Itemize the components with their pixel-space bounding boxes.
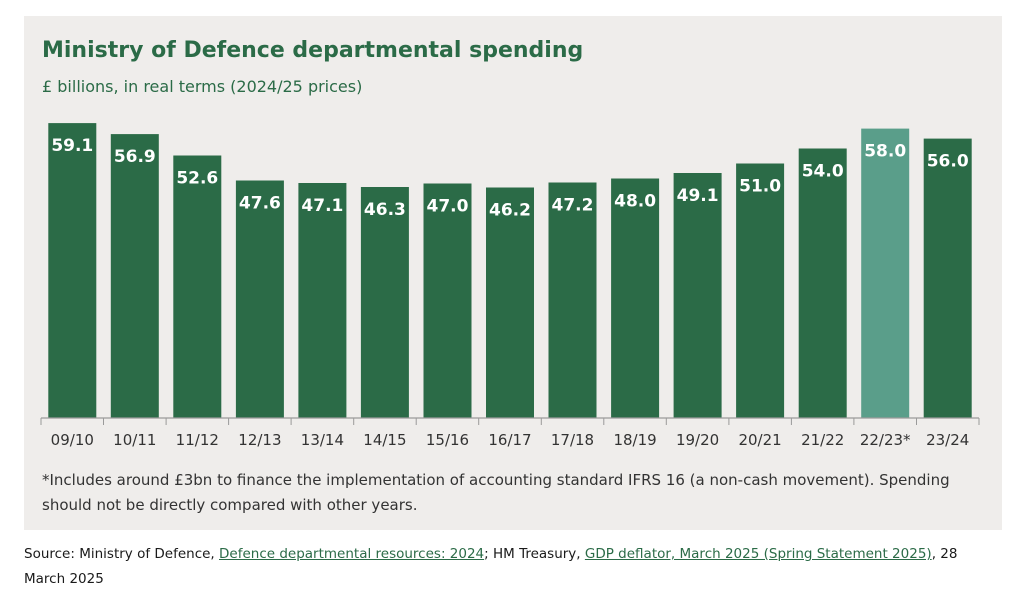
bar-value-label: 46.2 xyxy=(489,201,531,221)
bar-value-label: 48.0 xyxy=(614,192,656,212)
chart-subtitle: £ billions, in real terms (2024/25 price… xyxy=(42,77,363,96)
source-middle: ; HM Treasury, xyxy=(484,546,585,562)
bar-09-10 xyxy=(48,123,97,418)
bar-value-label: 56.9 xyxy=(114,147,156,167)
bar-value-label: 47.6 xyxy=(239,194,281,214)
x-tick-label: 17/18 xyxy=(551,431,594,449)
x-tick-label: 23/24 xyxy=(926,431,969,449)
chart-title: Ministry of Defence departmental spendin… xyxy=(42,38,584,63)
bar-16-17 xyxy=(486,187,534,418)
x-tick-label: 18/19 xyxy=(613,431,656,449)
source-prefix: Source: Ministry of Defence, xyxy=(24,546,219,562)
bar-value-label: 51.0 xyxy=(739,177,781,197)
bar-21-22 xyxy=(798,148,847,418)
x-tick-label: 09/10 xyxy=(51,431,94,449)
bar-18-19 xyxy=(611,178,660,418)
x-tick-label: 15/16 xyxy=(426,431,469,449)
x-tick-label: 10/11 xyxy=(113,431,156,449)
x-tick-label: 19/20 xyxy=(676,431,719,449)
bar-value-label: 59.1 xyxy=(51,136,93,156)
x-tick-label: 22/23* xyxy=(860,431,911,449)
bar-12-13 xyxy=(235,180,284,418)
x-tick-label: 20/21 xyxy=(738,431,781,449)
bar-value-label: 58.0 xyxy=(864,142,906,162)
x-tick-label: 12/13 xyxy=(238,431,281,449)
bar-17-18 xyxy=(548,182,597,418)
bar-15-16 xyxy=(423,183,472,418)
bar-14-15 xyxy=(360,187,409,418)
source-note: Source: Ministry of Defence, Defence dep… xyxy=(24,542,999,592)
source-link-gdp-deflator[interactable]: GDP deflator, March 2025 (Spring Stateme… xyxy=(584,546,932,562)
x-tick-label: 13/14 xyxy=(301,431,344,449)
chart-footnote: *Includes around £3bn to finance the imp… xyxy=(42,471,950,514)
bar-23-24 xyxy=(923,138,972,418)
bar-value-label: 56.0 xyxy=(927,152,969,172)
bar-20-21 xyxy=(736,163,785,418)
bar-value-label: 46.3 xyxy=(364,200,406,220)
bar-13-14 xyxy=(298,183,347,418)
x-tick-label: 11/12 xyxy=(176,431,219,449)
x-tick-label: 14/15 xyxy=(363,431,406,449)
chart-panel: Ministry of Defence departmental spendin… xyxy=(24,16,1002,530)
bar-19-20 xyxy=(673,173,722,418)
bar-10-11 xyxy=(110,134,159,418)
bar-value-label: 54.0 xyxy=(802,162,844,182)
bar-value-label: 52.6 xyxy=(176,169,218,189)
bar-value-label: 47.0 xyxy=(427,197,469,217)
bar-22-23- xyxy=(861,128,910,418)
bar-value-label: 49.1 xyxy=(677,186,719,206)
bar-chart: 59.1 09/10 56.9 10/11 52.6 11/12 47.6 12/13 47.1… xyxy=(40,123,980,449)
x-tick-label: 16/17 xyxy=(488,431,531,449)
source-suffix: , 28 March 2025 xyxy=(24,546,958,587)
bar-value-label: 47.2 xyxy=(552,196,594,216)
bar-11-12 xyxy=(173,155,222,418)
bar-value-label: 47.1 xyxy=(301,196,343,216)
source-link-defence-resources[interactable]: Defence departmental resources: 2024 xyxy=(219,546,485,562)
x-tick-label: 21/22 xyxy=(801,431,844,449)
